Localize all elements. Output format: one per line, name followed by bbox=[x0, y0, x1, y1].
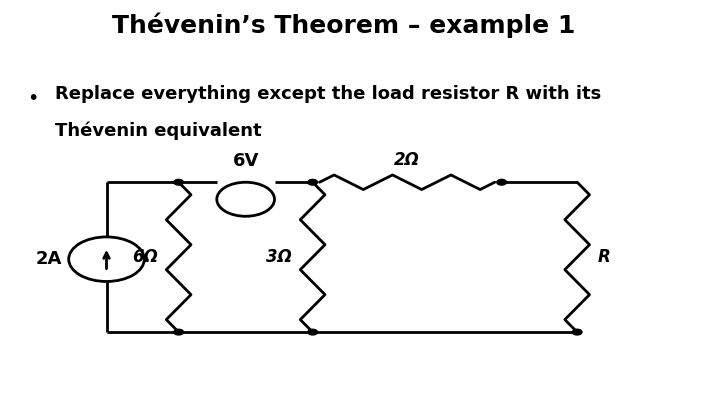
Text: 6Ω: 6Ω bbox=[132, 248, 158, 266]
Text: Thévenin equivalent: Thévenin equivalent bbox=[55, 122, 261, 140]
Text: 3Ω: 3Ω bbox=[266, 248, 292, 266]
Text: 6V: 6V bbox=[233, 152, 258, 170]
Text: 2Ω: 2Ω bbox=[395, 151, 420, 169]
Text: R: R bbox=[598, 248, 611, 266]
Circle shape bbox=[308, 329, 318, 335]
Circle shape bbox=[217, 182, 274, 216]
Circle shape bbox=[497, 179, 506, 185]
Text: 2A: 2A bbox=[35, 250, 62, 268]
Circle shape bbox=[572, 329, 582, 335]
Circle shape bbox=[174, 179, 184, 185]
Text: −: − bbox=[225, 189, 240, 207]
Circle shape bbox=[308, 179, 318, 185]
Text: Thévenin’s Theorem – example 1: Thévenin’s Theorem – example 1 bbox=[112, 12, 575, 38]
Text: +: + bbox=[249, 189, 264, 207]
Text: Replace everything except the load resistor R with its: Replace everything except the load resis… bbox=[55, 85, 601, 103]
Text: •: • bbox=[27, 89, 39, 108]
Circle shape bbox=[174, 329, 184, 335]
